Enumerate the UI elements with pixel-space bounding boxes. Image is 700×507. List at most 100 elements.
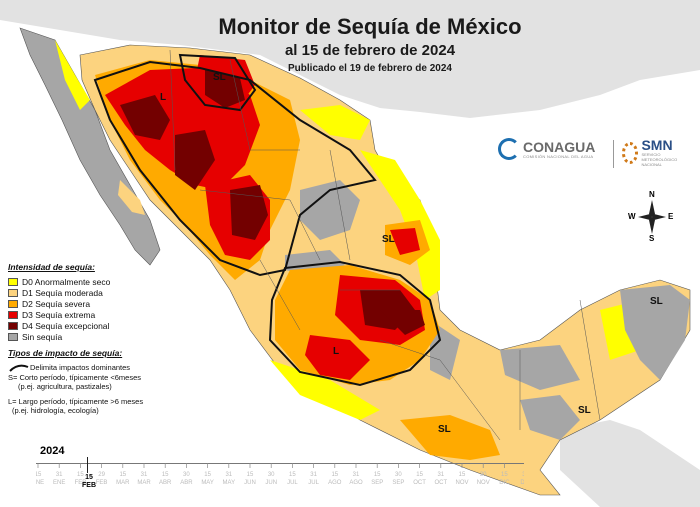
timeline-tick-day: 15 bbox=[162, 472, 169, 478]
timeline-tick-day: 15 bbox=[459, 472, 466, 478]
timeline-tick-month: SEP bbox=[371, 480, 383, 486]
timeline-tick-month: MAR bbox=[116, 480, 130, 486]
legend-swatch bbox=[8, 332, 18, 341]
none-yucatan bbox=[620, 285, 690, 380]
timeline-tick-month: NOV bbox=[455, 480, 468, 486]
compass-w: W bbox=[628, 212, 636, 221]
d4-chihuahua bbox=[175, 130, 215, 190]
compass-e: E bbox=[668, 212, 674, 221]
map-label-sl-chiapas: SL bbox=[578, 405, 591, 416]
legend-item: D0 Anormalmente seco bbox=[8, 276, 208, 287]
legend-swatch bbox=[8, 277, 18, 286]
map-label-sl-east: SL bbox=[382, 234, 395, 245]
timeline-tick-day: 15 bbox=[204, 472, 211, 478]
timeline-tick-day: 30 bbox=[395, 472, 402, 478]
timeline-tick-month: FEB bbox=[96, 480, 108, 486]
timeline-tick-month: OCT bbox=[434, 480, 447, 486]
short-term-label: S= Corto período, típicamente <6meses bbox=[8, 373, 141, 382]
conagua-name: CONAGUA bbox=[523, 138, 596, 155]
smn-logo: SMN SERVICIO METEOROLÓGICO NACIONAL bbox=[622, 138, 692, 167]
timeline: 2024 15ENE31ENE15FEB29FEB15MAR31MAR15ABR… bbox=[36, 445, 526, 500]
legend-heading: Intensidad de sequía: bbox=[8, 262, 95, 272]
timeline-tick-day: 15 bbox=[501, 472, 508, 478]
timeline-tick-month: JUL bbox=[287, 480, 298, 486]
legend-item: D3 Sequía extrema bbox=[8, 309, 208, 320]
map-published: Publicado el 19 de febrero de 2024 bbox=[288, 63, 452, 74]
impact-line-label: Delimita impactos dominantes bbox=[30, 363, 131, 372]
legend-swatch bbox=[8, 321, 18, 330]
timeline-current-label: 15 FEB bbox=[79, 474, 99, 490]
timeline-tick-day: 30 bbox=[183, 472, 190, 478]
conagua-logo: CONAGUA COMISIÓN NACIONAL DEL AGUA bbox=[498, 138, 595, 160]
timeline-tick-day: 31 bbox=[353, 472, 360, 478]
none-chiapas bbox=[520, 395, 580, 440]
compass-s: S bbox=[649, 234, 655, 243]
legend-label: D0 Anormalmente seco bbox=[22, 276, 111, 287]
d0-south bbox=[270, 360, 380, 420]
d3-sl-east bbox=[390, 228, 420, 255]
smn-name: SMN bbox=[641, 137, 673, 153]
timeline-tick-day: 15 bbox=[289, 472, 296, 478]
timeline-tick-month: FEB bbox=[75, 480, 87, 486]
timeline-axis bbox=[36, 463, 524, 464]
timeline-tick-day: 15 bbox=[247, 472, 254, 478]
d4-durango bbox=[230, 185, 268, 240]
long-term-example: (p.ej. hidrología, ecología) bbox=[12, 406, 99, 415]
d3-michoacan bbox=[305, 335, 370, 380]
map-label-sl-yucatan: SL bbox=[650, 296, 663, 307]
none-northeast bbox=[300, 180, 360, 240]
legend-label: D1 Sequía moderada bbox=[22, 287, 103, 298]
compass-star-icon bbox=[638, 200, 666, 234]
impact-boundary-sl-north bbox=[178, 53, 257, 112]
d4-sonora bbox=[120, 95, 170, 140]
timeline-tick-day: 15 bbox=[416, 472, 423, 478]
institution-logos: CONAGUA COMISIÓN NACIONAL DEL AGUA SMN S… bbox=[498, 138, 692, 174]
short-term-example: (p.ej. agricultura, pastizales) bbox=[18, 382, 112, 391]
timeline-tick-day: 15 bbox=[77, 472, 84, 478]
timeline-tick-month: JUL bbox=[308, 480, 319, 486]
timeline-tick-month: AGO bbox=[328, 480, 342, 486]
legend-swatch bbox=[8, 310, 18, 319]
map-date: al 15 de febrero de 2024 bbox=[284, 42, 456, 59]
conagua-subtitle: COMISIÓN NACIONAL DEL AGUA bbox=[523, 153, 594, 159]
logo-divider bbox=[613, 140, 614, 168]
timeline-tick-day: 31 bbox=[310, 472, 317, 478]
timeline-ticks: 15ENE31ENE15FEB29FEB15MAR31MAR15ABR30ABR… bbox=[36, 463, 524, 486]
timeline-tick-day: 15 bbox=[119, 472, 126, 478]
timeline-tick-month: MAY bbox=[201, 480, 214, 486]
timeline-tick-day: 30 bbox=[480, 472, 487, 478]
legend-item: Sin sequía bbox=[8, 331, 208, 342]
impact-boundary-center bbox=[268, 260, 442, 387]
timeline-tick-day: 31 bbox=[141, 472, 148, 478]
impact-line-item: Delimita impactos dominantes bbox=[8, 362, 208, 373]
d4-east bbox=[380, 310, 425, 335]
timeline-tick-month: ENE bbox=[53, 480, 65, 486]
legend-swatch bbox=[8, 299, 18, 308]
d2-south bbox=[400, 415, 500, 460]
legend-item: D1 Sequía moderada bbox=[8, 287, 208, 298]
map-label-sl-oaxaca: SL bbox=[438, 424, 451, 435]
timeline-year: 2024 bbox=[40, 445, 65, 457]
compass-rose: N S W E bbox=[628, 190, 674, 243]
baja-d1 bbox=[118, 180, 145, 215]
impact-boundary-north bbox=[93, 60, 377, 277]
legend-label: Sin sequía bbox=[22, 331, 63, 342]
timeline-tick-day: 15 bbox=[331, 472, 338, 478]
timeline-tick-month: DIC bbox=[499, 480, 510, 486]
timeline-tick-month: ABR bbox=[159, 480, 172, 486]
timeline-tick-day: 15 bbox=[36, 472, 42, 478]
timeline-current-marker bbox=[87, 457, 88, 473]
legend-label: D4 Sequía excepcional bbox=[22, 320, 110, 331]
timeline-current-month: FEB bbox=[82, 482, 96, 489]
timeline-tick-month: MAY bbox=[223, 480, 236, 486]
map-label-sl-north: SL bbox=[213, 72, 226, 83]
boundary-line-icon bbox=[9, 364, 29, 372]
d0-gulf-strip bbox=[360, 150, 440, 300]
timeline-tick-day: 31 bbox=[522, 472, 524, 478]
timeline-tick-month: NOV bbox=[477, 480, 490, 486]
none-gulf-coast bbox=[430, 320, 460, 380]
timeline-tick-day: 29 bbox=[98, 472, 105, 478]
central-america-landmass bbox=[560, 420, 700, 507]
legend-swatch bbox=[8, 288, 18, 297]
